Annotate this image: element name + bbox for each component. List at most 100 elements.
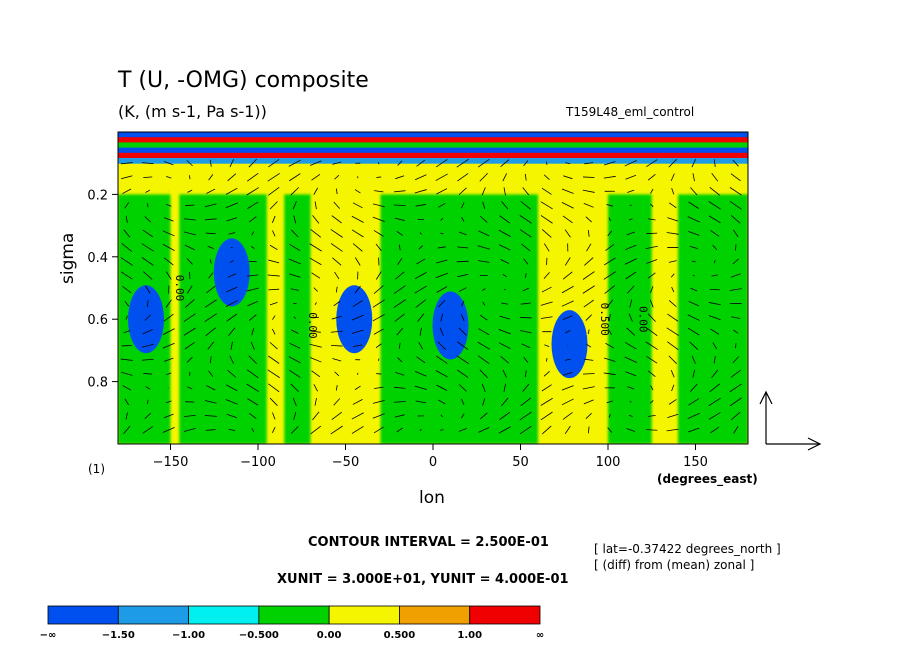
colorbar-label: −1.50 (102, 630, 135, 641)
wind-arrow (272, 315, 276, 320)
colorbar-swatch (469, 605, 541, 625)
wind-arrow (162, 243, 175, 251)
wind-arrow (162, 427, 175, 433)
wind-arrow (627, 386, 635, 390)
wind-arrow (166, 372, 172, 375)
contour-labels: 0.00 0.00 0.500 0.00 (173, 275, 650, 339)
wind-arrow (688, 201, 700, 209)
wind-arrow (585, 314, 592, 321)
colorbar-label: ∞ (536, 630, 544, 641)
wind-arrow (333, 201, 341, 209)
reference-vector (759, 390, 822, 451)
wind-arrow (124, 398, 130, 406)
colorbar-label: −∞ (40, 630, 57, 641)
wind-arrow (688, 231, 700, 236)
wind-arrow (395, 271, 405, 280)
wind-arrow (562, 371, 573, 376)
wind-arrow (398, 342, 401, 349)
wind-arrow (440, 414, 444, 418)
wind-arrow (311, 272, 321, 279)
x-unit-label: (degrees_east) (657, 472, 758, 486)
wind-arrow (209, 159, 212, 167)
wind-arrow (521, 243, 531, 252)
wind-arrow (312, 215, 320, 224)
wind-arrow (713, 259, 716, 264)
wind-arrow (561, 398, 574, 406)
wind-arrow (145, 189, 151, 193)
wind-arrow (251, 427, 255, 433)
wind-arrow (120, 162, 133, 165)
wind-arrow (692, 173, 695, 182)
wind-arrow (667, 341, 679, 351)
wind-arrow (562, 271, 573, 280)
upper-layer-stripe (118, 158, 748, 164)
wind-arrow (461, 202, 465, 209)
wind-arrow (293, 215, 297, 224)
wind-arrow (332, 257, 342, 266)
wind-arrow (587, 230, 590, 237)
wind-arrow (290, 229, 299, 238)
wind-arrow (351, 215, 364, 223)
wind-arrow (563, 175, 573, 180)
wind-arrow (225, 187, 238, 195)
wind-arrow (204, 400, 217, 404)
upper-layer-stripe (118, 142, 748, 149)
wind-arrow (310, 425, 322, 435)
wind-arrow (204, 313, 217, 322)
wind-arrow (457, 246, 469, 249)
wind-arrow (312, 411, 320, 421)
wind-arrow (708, 215, 721, 224)
wind-arrow (522, 383, 530, 392)
wind-arrow (629, 401, 632, 403)
wind-arrow (122, 285, 132, 294)
wind-arrow (668, 300, 677, 308)
wind-arrow (332, 161, 342, 165)
wind-arrow (582, 386, 595, 390)
wind-arrow (709, 186, 720, 196)
wind-arrow (440, 232, 444, 235)
wind-arrow (667, 313, 679, 322)
colorbar: −∞ −1.50 −1.00 −0.500 0.00 0.500 1.00 ∞ (40, 605, 544, 641)
wind-arrow (416, 356, 426, 364)
wind-arrow (206, 385, 216, 391)
wind-arrow (731, 411, 741, 421)
contour-interval: CONTOUR INTERVAL = 2.500E-01 (308, 535, 549, 550)
wind-arrow (520, 302, 531, 305)
wind-arrow (541, 384, 552, 392)
wind-arrow (692, 369, 696, 378)
wind-arrow (351, 412, 364, 420)
wind-arrow (666, 428, 679, 432)
wind-arrow (670, 173, 675, 182)
wind-arrow (225, 300, 238, 308)
wind-arrow (375, 243, 382, 252)
wind-arrow (207, 245, 214, 250)
wind-arrow (204, 218, 217, 221)
wind-arrow (732, 356, 739, 364)
wind-arrow (272, 328, 276, 335)
wind-arrow (499, 411, 511, 420)
wind-arrow (646, 429, 658, 431)
wind-arrow (501, 201, 509, 210)
field-band (608, 194, 652, 444)
wind-arrow (498, 426, 511, 434)
wind-arrow (313, 287, 318, 292)
wind-arrow (311, 370, 321, 378)
wind-arrow (735, 244, 737, 251)
wind-arrow (606, 400, 613, 404)
wind-arrow (246, 383, 259, 392)
wind-arrow (709, 383, 721, 393)
wind-arrow (271, 215, 276, 223)
wind-arrow (414, 189, 427, 194)
wind-arrow (247, 398, 259, 406)
wind-arrow (710, 230, 720, 237)
wind-arrow (269, 397, 278, 406)
wind-arrow (314, 201, 317, 210)
wind-arrow (607, 230, 613, 237)
wind-arrow (208, 174, 214, 181)
wind-arrow (646, 232, 658, 235)
wind-arrow (629, 299, 633, 308)
colorbar-label: 1.00 (457, 630, 482, 641)
wind-arrow (288, 173, 301, 182)
wind-arrow (183, 231, 196, 236)
wind-arrow (583, 202, 594, 208)
